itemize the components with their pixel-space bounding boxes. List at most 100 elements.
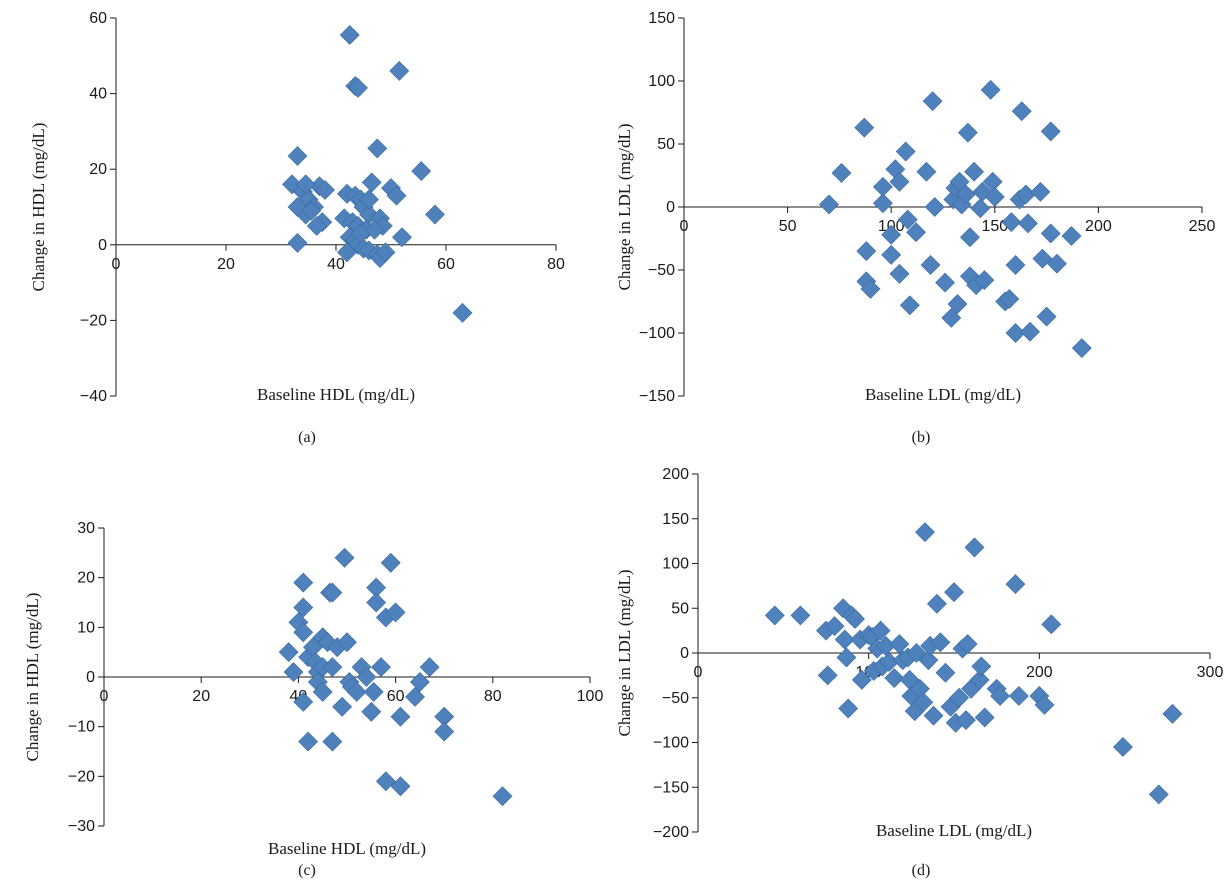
- data-point: [409, 672, 430, 692]
- data-point: [935, 662, 956, 683]
- data-point: [984, 186, 1005, 207]
- data-point: [1005, 323, 1026, 343]
- data-point: [971, 656, 992, 677]
- data-point: [870, 620, 891, 641]
- data-point: [1005, 255, 1026, 275]
- data-point: [831, 163, 852, 183]
- data-point: [974, 270, 995, 291]
- y-tick-label: 150: [648, 10, 675, 27]
- data-point: [916, 161, 937, 182]
- data-point: [924, 197, 945, 217]
- data-point: [889, 634, 910, 654]
- data-point: [312, 681, 333, 702]
- data-point: [872, 193, 893, 214]
- data-point: [392, 227, 412, 248]
- data-point: [897, 209, 918, 230]
- chart-panel-b: −150−100−50050100150050100150200250Basel…: [614, 0, 1228, 446]
- data-point: [834, 629, 855, 650]
- data-point: [974, 707, 995, 728]
- y-tick-label: −100: [653, 735, 689, 752]
- data-point: [927, 593, 947, 614]
- data-point: [375, 242, 396, 263]
- x-tick-label: 60: [387, 688, 405, 705]
- y-tick-label: 10: [77, 619, 95, 636]
- chart-panel-d: −200−150−100−500501001502000100200300Bas…: [614, 442, 1228, 885]
- data-point: [1008, 686, 1029, 706]
- data-point: [947, 294, 968, 314]
- data-point: [1040, 121, 1061, 142]
- data-point: [824, 616, 845, 637]
- x-tick-label: 250: [1189, 218, 1216, 235]
- data-point: [367, 138, 388, 159]
- data-point: [913, 692, 934, 713]
- data-point: [337, 242, 357, 263]
- data-point: [964, 537, 985, 558]
- x-tick-label: 40: [327, 256, 345, 273]
- data-point: [298, 731, 319, 752]
- y-tick-label: −100: [639, 325, 675, 342]
- chart-panel-c: −30 −20 −10 0 10 20 30 0 20 40 60 80 100 Baseline HDL…: [0, 442, 614, 885]
- x-tick-label: 300: [1197, 664, 1224, 681]
- x-tick-label: 0: [680, 218, 689, 235]
- data-point: [922, 91, 943, 112]
- data-point: [1071, 338, 1092, 359]
- data-point: [941, 307, 962, 328]
- data-point: [956, 710, 976, 731]
- data-point: [293, 622, 314, 643]
- data-point: [851, 669, 872, 690]
- data-point: [845, 609, 865, 629]
- x-tick-label: 20: [192, 688, 210, 705]
- y-tick-label: 0: [666, 199, 675, 216]
- data-point: [1113, 737, 1133, 757]
- data-point: [860, 278, 881, 299]
- data-point: [339, 25, 360, 45]
- y-tick-label: 150: [662, 511, 689, 528]
- x-tick-label: 200: [1026, 664, 1053, 681]
- panel-caption: (d): [912, 862, 931, 879]
- data-point: [371, 657, 391, 677]
- data-point: [359, 189, 379, 210]
- y-axis-title: Change in HDL (mg/dL): [29, 123, 48, 292]
- data-point: [306, 215, 327, 236]
- data-point: [935, 272, 955, 293]
- data-point: [405, 686, 425, 707]
- data-point: [385, 602, 406, 623]
- data-point: [295, 174, 316, 195]
- scatter-chart-a: −40 −20 0 20 40 60 0 20 40 60 80 Baseline HDL (mg/d…: [29, 10, 565, 446]
- data-point: [452, 302, 473, 323]
- data-point: [819, 194, 839, 215]
- data-point: [363, 681, 384, 702]
- data-point: [361, 701, 382, 722]
- x-tick-label: 100: [577, 688, 604, 705]
- data-point: [278, 642, 299, 663]
- y-tick-label: −200: [653, 824, 689, 841]
- x-tick-label: 80: [484, 688, 502, 705]
- y-tick-label: 100: [648, 73, 675, 90]
- data-point: [283, 662, 304, 682]
- y-tick-label: 200: [662, 466, 689, 483]
- data-point: [293, 691, 314, 712]
- data-point: [1040, 223, 1061, 244]
- data-point: [915, 522, 935, 543]
- data-point: [923, 705, 944, 726]
- data-point: [1047, 253, 1067, 274]
- x-axis-title: Baseline HDL (mg/dL): [268, 839, 426, 858]
- data-point: [1020, 321, 1040, 342]
- panel-caption: (a): [298, 429, 316, 446]
- data-point: [955, 184, 976, 205]
- data-point: [964, 161, 985, 182]
- data-point: [492, 786, 513, 807]
- x-axis-title: Baseline LDL (mg/dL): [865, 385, 1021, 404]
- data-point: [999, 289, 1020, 309]
- y-axis-title: Change in LDL (mg/dL): [615, 124, 634, 291]
- data-point: [920, 255, 941, 275]
- y-tick-label: −150: [639, 388, 675, 405]
- data-point: [366, 592, 387, 613]
- y-tick-label: 0: [680, 645, 689, 662]
- y-tick-label: 50: [671, 600, 689, 617]
- scatter-chart-d: −200−150−100−500501001502000100200300Bas…: [615, 466, 1224, 879]
- data-point: [390, 706, 411, 727]
- data-point: [434, 721, 455, 742]
- data-point: [301, 200, 322, 221]
- x-tick-label: 0: [112, 256, 121, 273]
